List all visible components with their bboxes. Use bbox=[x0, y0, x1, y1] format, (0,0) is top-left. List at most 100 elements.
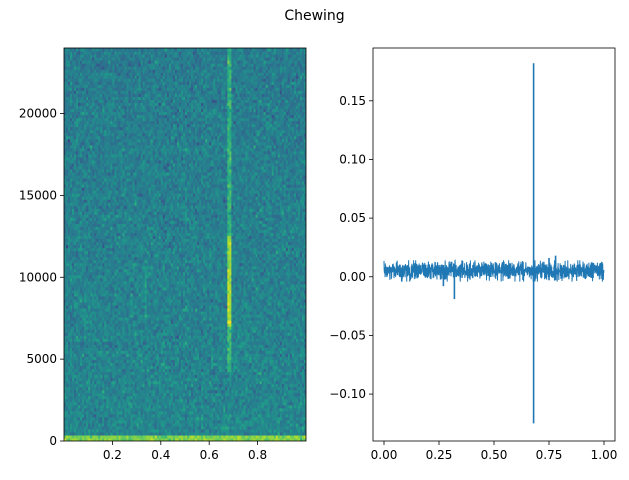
spectrogram-cell bbox=[74, 419, 77, 424]
spectrogram-cell bbox=[82, 171, 85, 176]
spectrogram-cell bbox=[70, 165, 73, 170]
spectrogram-cell bbox=[102, 304, 105, 309]
spectrogram-cell bbox=[100, 422, 103, 427]
spectrogram-cell bbox=[106, 159, 109, 164]
spectrogram-cell bbox=[112, 395, 116, 400]
spectrogram-cell bbox=[88, 153, 91, 158]
spectrogram-cell bbox=[72, 317, 75, 321]
spectrogram-cell bbox=[76, 298, 79, 303]
spectrogram-cell bbox=[82, 123, 85, 128]
spectrogram-cell bbox=[76, 425, 79, 430]
spectrogram-cell bbox=[84, 398, 87, 403]
spectrogram-cell bbox=[102, 268, 105, 273]
spectrogram-cell bbox=[86, 413, 89, 418]
spectrogram-cell bbox=[102, 332, 105, 336]
spectrogram-cell bbox=[76, 60, 79, 64]
spectrogram-cell bbox=[100, 120, 103, 125]
spectrogram-cell bbox=[96, 265, 99, 270]
spectrogram-cell bbox=[94, 368, 97, 373]
spectrogram-cell bbox=[108, 289, 111, 294]
spectrogram-cell bbox=[80, 159, 83, 164]
spectrogram-cell bbox=[114, 323, 118, 327]
spectrogram-cell bbox=[66, 377, 69, 382]
spectrogram-cell bbox=[74, 144, 77, 149]
spectrogram-cell bbox=[68, 353, 71, 357]
spectrogram-cell bbox=[102, 84, 105, 88]
spectrogram-cell bbox=[76, 368, 79, 373]
spectrogram-cell bbox=[108, 196, 111, 200]
spectrogram-cell bbox=[70, 114, 73, 119]
spectrogram-cell bbox=[102, 311, 105, 315]
spectrogram-cell bbox=[84, 307, 87, 312]
spectrogram-cell bbox=[104, 196, 107, 200]
spectrogram-cell bbox=[82, 341, 85, 345]
spectrogram-cell bbox=[70, 84, 73, 88]
spectrogram-cell bbox=[104, 144, 107, 149]
spectrogram-cell bbox=[88, 199, 91, 203]
spectrogram-cell bbox=[72, 205, 75, 209]
spectrogram-cell bbox=[114, 413, 118, 418]
spectrogram-cell bbox=[64, 196, 67, 200]
spectrogram-cell bbox=[76, 341, 79, 345]
spectrogram-cell bbox=[106, 171, 109, 176]
spectrogram-cell bbox=[92, 247, 95, 252]
spectrogram-cell bbox=[70, 226, 73, 230]
spectrogram-cell bbox=[72, 120, 75, 125]
spectrogram-cell bbox=[86, 338, 89, 342]
spectrogram-cell bbox=[90, 434, 93, 439]
spectrogram-cell bbox=[64, 96, 67, 100]
spectrogram-cell bbox=[84, 226, 87, 230]
spectrogram-cell bbox=[80, 111, 83, 116]
spectrogram-cell bbox=[102, 395, 105, 400]
spectrogram-cell bbox=[70, 386, 73, 391]
spectrogram-cell bbox=[68, 196, 71, 200]
spectrogram-cell bbox=[104, 120, 107, 125]
spectrogram-cell bbox=[76, 247, 79, 252]
spectrogram-cell bbox=[78, 413, 81, 418]
spectrogram-cell bbox=[76, 132, 79, 137]
spectrogram-cell bbox=[98, 87, 101, 91]
spectrogram-cell bbox=[68, 392, 71, 397]
spectrogram-cell bbox=[100, 335, 103, 339]
spectrogram-cell bbox=[110, 347, 113, 351]
spectrogram-cell bbox=[104, 171, 107, 176]
spectrogram-cell bbox=[66, 84, 69, 88]
spectrogram-cell bbox=[104, 262, 107, 267]
spectrogram-cell bbox=[88, 54, 91, 58]
spectrogram-cell bbox=[76, 187, 79, 191]
spectrogram-cell bbox=[68, 307, 71, 312]
spectrogram-cell bbox=[94, 386, 97, 391]
spectrogram-cell bbox=[64, 223, 67, 227]
spectrogram-cell bbox=[88, 229, 91, 233]
spectrogram-cell bbox=[94, 250, 97, 255]
spectrogram-cell bbox=[114, 404, 118, 409]
spectrogram-cell bbox=[88, 425, 91, 430]
spectrogram-cell bbox=[70, 425, 73, 430]
spectrogram-cell bbox=[94, 181, 97, 185]
spectrogram-cell bbox=[86, 314, 89, 318]
spectrogram-cell bbox=[102, 120, 105, 125]
spectrogram-cell bbox=[104, 229, 107, 233]
spectrogram-cell bbox=[68, 332, 71, 336]
spectrogram-cell bbox=[82, 144, 85, 149]
spectrogram-cell bbox=[80, 150, 83, 155]
spectrogram-cell bbox=[92, 298, 95, 303]
spectrogram-cell bbox=[94, 171, 97, 176]
spectrogram-cell bbox=[80, 280, 83, 285]
spectrogram-cell bbox=[102, 205, 105, 209]
spectrogram-cell bbox=[92, 205, 95, 209]
spectrogram-cell bbox=[86, 317, 89, 321]
spectrogram-cell bbox=[70, 48, 73, 52]
spectrogram-cell bbox=[64, 329, 67, 333]
spectrogram-cell bbox=[82, 365, 85, 370]
spectrogram-cell bbox=[78, 374, 81, 379]
spectrogram-cell bbox=[70, 69, 73, 73]
spectrogram-cell bbox=[82, 84, 85, 88]
spectrogram-cell bbox=[72, 132, 75, 137]
spectrogram-cell bbox=[82, 311, 85, 315]
spectrogram-cell bbox=[114, 428, 118, 433]
spectrogram-cell bbox=[74, 196, 77, 200]
spectrogram-cell bbox=[74, 54, 77, 58]
spectrogram-cell bbox=[110, 217, 113, 221]
spectrogram-cell bbox=[102, 244, 105, 249]
